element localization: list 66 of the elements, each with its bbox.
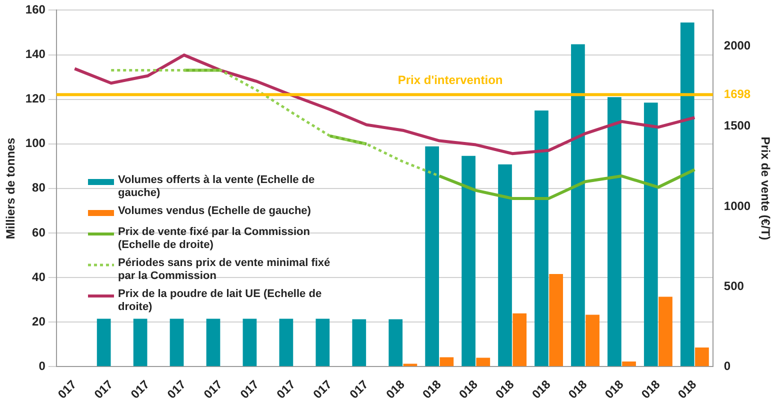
y-tick-label: 60	[32, 225, 46, 240]
y2-tick-label: 0	[724, 358, 731, 373]
x-tick-label: 018	[602, 377, 626, 402]
y2-tick-label: 1698	[724, 86, 751, 101]
bar	[440, 357, 454, 366]
bar	[133, 318, 148, 366]
x-tick-label: 017	[346, 377, 372, 402]
y-tick-label: 160	[25, 2, 46, 17]
bar	[695, 348, 709, 366]
bar	[658, 296, 672, 366]
y2-tick-label: 500	[724, 278, 744, 293]
x-tick-label: 018	[638, 377, 663, 402]
legend-label: Périodes sans prix de vente minimal fixé par la Commission	[118, 257, 332, 283]
x-tick-label: 017	[274, 377, 298, 402]
y2-axis-title: Prix de vente (€/T)	[758, 136, 772, 240]
bar	[316, 318, 330, 366]
bar	[498, 164, 512, 366]
legend-label: Prix de vente fixé par la Commission (Echelle de droite)	[118, 226, 311, 252]
x-tick-label: 018	[529, 377, 554, 402]
x-tick-label: 017	[55, 377, 80, 402]
x-tick-label: 017	[128, 377, 152, 402]
bar	[644, 102, 658, 366]
bar	[534, 110, 548, 366]
bar	[242, 318, 257, 366]
x-tick-label: 017	[92, 377, 116, 402]
legend-label: Volumes vendus (Echelle de gauche)	[118, 205, 311, 218]
legend-label: Volumes offerts à la vente (Echelle de gauche)	[118, 174, 316, 200]
bar	[586, 314, 600, 366]
ref-line-label: Prix d'intervention	[398, 72, 503, 87]
x-tick-label: 018	[492, 377, 517, 402]
bar	[96, 318, 111, 366]
bar	[170, 318, 184, 366]
bar	[206, 318, 220, 366]
bar	[462, 156, 476, 366]
y-tick-label: 20	[32, 314, 46, 328]
y2-tick-label: 2000	[724, 38, 751, 53]
y2-tick-label: 1500	[724, 118, 751, 133]
y2-tick-label: 1000	[724, 198, 751, 213]
y-tick-label: 100	[25, 136, 46, 150]
legend-label: Prix de la poudre de lait UE (Echelle de droite)	[118, 288, 323, 314]
x-tick-label: 017	[164, 377, 189, 402]
y-tick-label: 40	[32, 270, 46, 284]
bar	[549, 274, 564, 366]
x-tick-label: 017	[237, 377, 262, 402]
x-tick-label: 017	[200, 377, 226, 402]
bar	[608, 97, 622, 366]
bar	[388, 319, 403, 366]
x-tick-label: 018	[456, 377, 481, 402]
bar	[680, 22, 694, 366]
bar	[512, 313, 527, 366]
x-tick-label: 018	[383, 377, 408, 402]
y-tick-label: 120	[25, 92, 46, 106]
y-tick-label: 140	[25, 47, 46, 62]
bar	[571, 44, 585, 366]
bar	[476, 358, 490, 366]
x-tick-label: 018	[566, 377, 590, 402]
x-tick-label: 018	[420, 377, 444, 402]
bar	[279, 318, 294, 366]
x-tick-label: 018	[675, 377, 700, 402]
bar	[425, 146, 440, 366]
y-tick-label: 0	[38, 358, 46, 373]
x-tick-label: 017	[310, 377, 335, 402]
y-axis-title: Milliers de tonnes	[4, 137, 18, 240]
bar	[352, 319, 366, 366]
y-tick-label: 80	[32, 180, 46, 195]
bar	[622, 362, 636, 366]
